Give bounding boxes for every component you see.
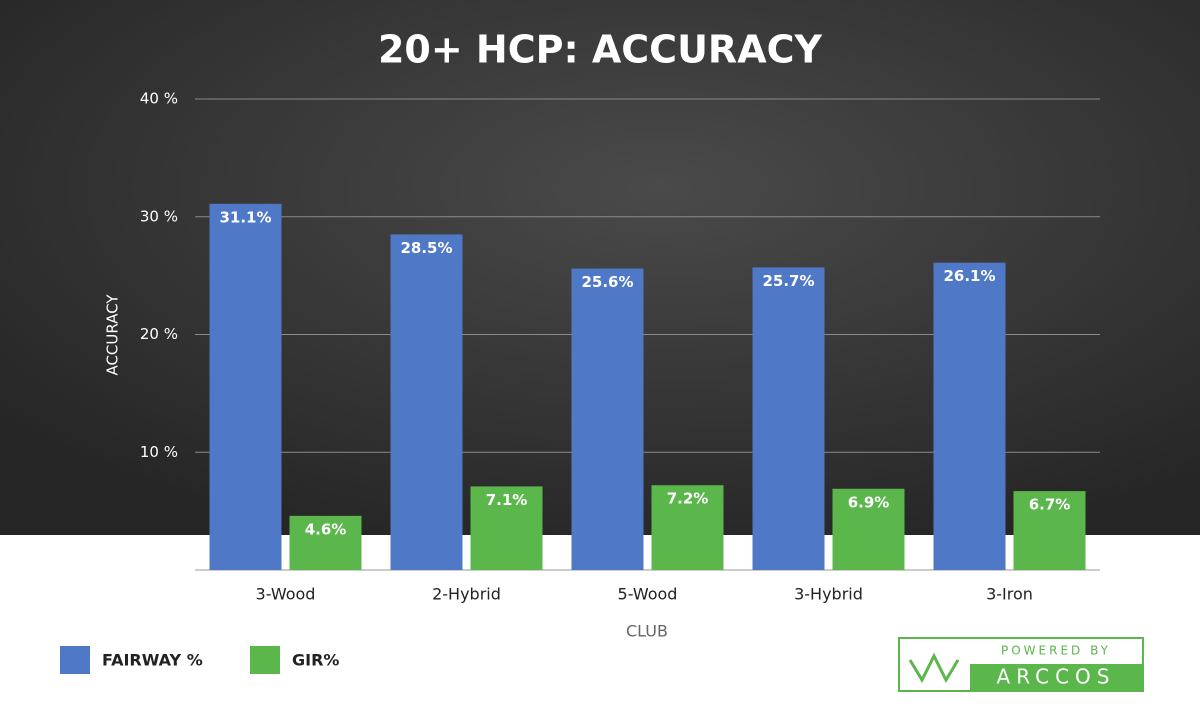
value-label: 6.9% [848, 493, 890, 511]
bar [390, 234, 463, 570]
y-tick-label: 30 % [140, 207, 178, 225]
bar [470, 486, 543, 570]
bar [933, 262, 1006, 570]
value-label: 4.6% [305, 520, 347, 538]
x-tick-label: 3-Iron [986, 585, 1033, 604]
bar [1013, 491, 1086, 570]
y-axis-title: ACCURACY [104, 294, 122, 376]
legend-swatch [250, 646, 280, 674]
y-tick-label: 40 % [140, 90, 178, 108]
logo-top: POWERED BY [1001, 644, 1111, 658]
y-tick-label: 10 % [140, 443, 178, 461]
value-label: 7.1% [486, 491, 528, 509]
bar [832, 488, 905, 570]
x-tick-label: 2-Hybrid [432, 585, 501, 604]
legend-swatch [60, 646, 90, 674]
value-label: 25.7% [762, 272, 814, 290]
value-label: 6.7% [1029, 496, 1071, 514]
logo-band [970, 664, 1143, 691]
value-label: 28.5% [400, 239, 452, 257]
x-axis-title: CLUB [626, 622, 668, 641]
logo: POWERED BY ARCCOS [898, 637, 1144, 692]
chart-title: 20+ HCP: ACCURACY [378, 28, 823, 72]
logo-crown [908, 652, 960, 684]
x-tick-label: 5-Wood [618, 585, 678, 604]
value-label: 25.6% [581, 273, 633, 291]
x-tick-label: 3-Hybrid [794, 585, 863, 604]
bar [651, 485, 724, 570]
bar [571, 268, 644, 570]
legend-label: GIR% [292, 651, 339, 670]
x-tick-label: 3-Wood [256, 585, 316, 604]
logo-bottom: ARCCOS [997, 665, 1116, 689]
legend-label: FAIRWAY % [102, 651, 203, 670]
value-label: 31.1% [219, 208, 271, 226]
y-tick-label: 20 % [140, 325, 178, 343]
bar [752, 267, 825, 570]
value-label: 26.1% [943, 267, 995, 285]
bar [209, 203, 282, 571]
bar [289, 515, 362, 570]
value-label: 7.2% [667, 490, 709, 508]
